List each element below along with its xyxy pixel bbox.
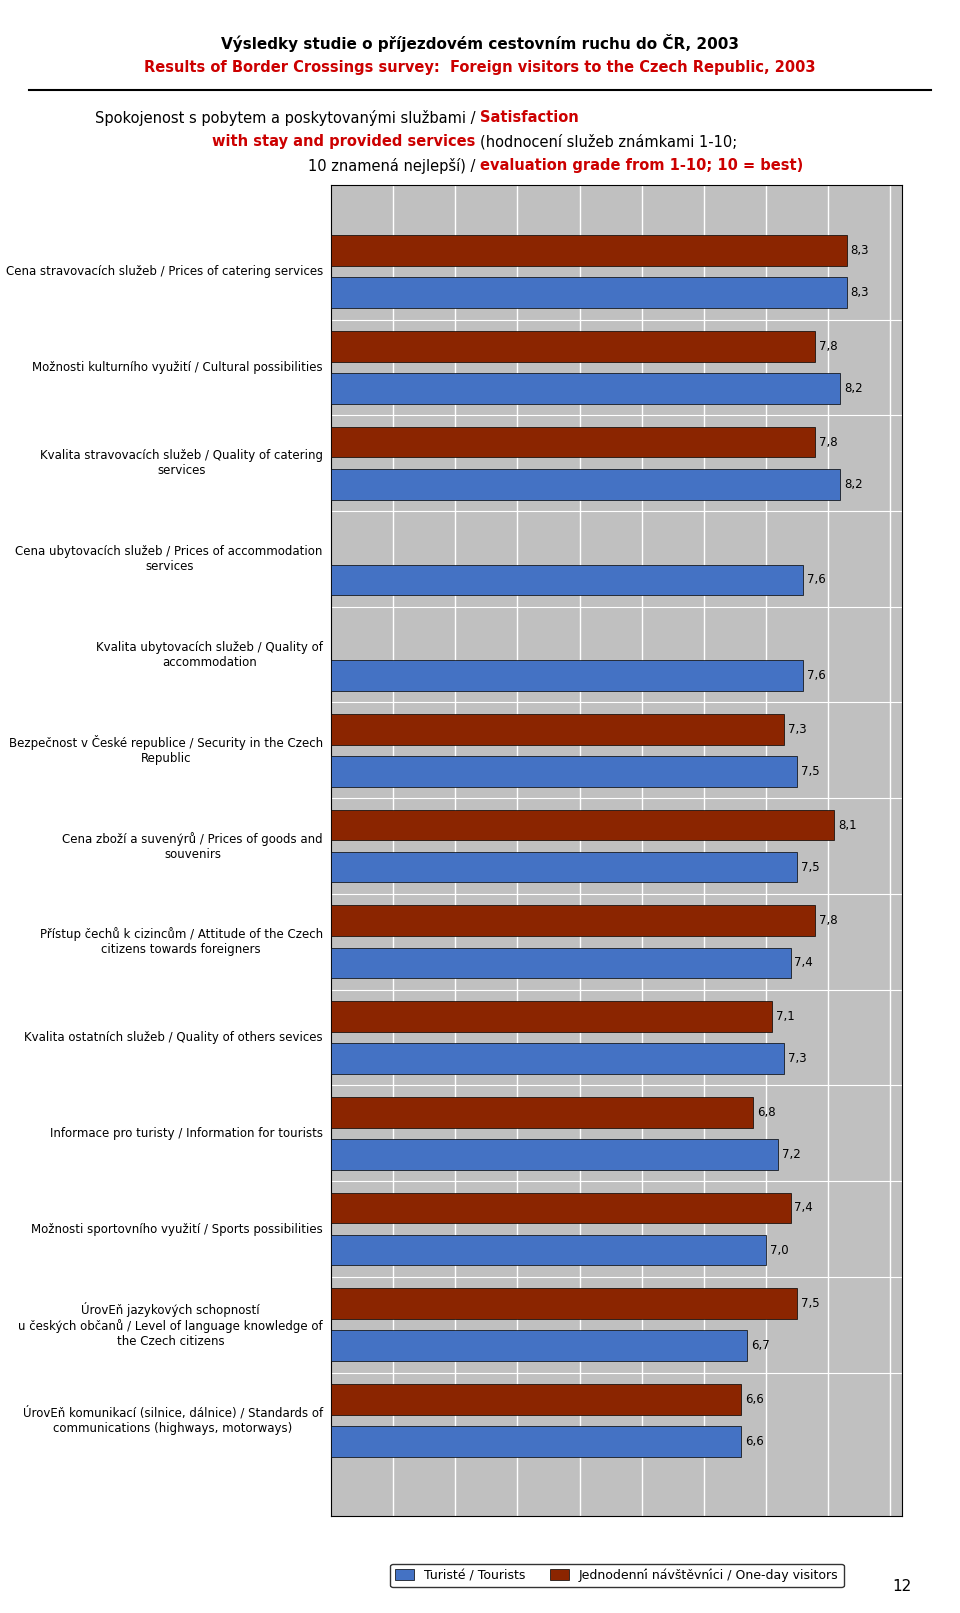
Text: 7,1: 7,1 xyxy=(776,1010,795,1023)
Text: 8,1: 8,1 xyxy=(838,818,856,832)
Text: 6,6: 6,6 xyxy=(745,1394,763,1407)
Text: Výsledky studie o příjezdovém cestovním ruchu do ČR, 2003: Výsledky studie o příjezdovém cestovním … xyxy=(221,34,739,52)
Bar xyxy=(331,427,815,458)
Bar xyxy=(331,1044,784,1074)
Legend: Turisté / Tourists, Jednodenní návštěvníci / One-day visitors: Turisté / Tourists, Jednodenní návště… xyxy=(390,1563,844,1587)
Bar xyxy=(331,1192,791,1223)
Text: 7,4: 7,4 xyxy=(794,957,813,969)
Bar xyxy=(331,1426,741,1457)
Bar xyxy=(331,469,840,500)
Text: 7,8: 7,8 xyxy=(819,340,838,353)
Bar xyxy=(331,660,804,690)
Bar xyxy=(331,565,804,595)
Text: Satisfaction: Satisfaction xyxy=(480,110,579,124)
Text: 6,6: 6,6 xyxy=(745,1436,763,1448)
Text: 7,8: 7,8 xyxy=(819,436,838,448)
Bar xyxy=(331,947,791,977)
Bar xyxy=(331,235,847,266)
Text: 7,8: 7,8 xyxy=(819,915,838,927)
Bar xyxy=(331,905,815,936)
Text: Spokojenost s pobytem a poskytovanými službami /: Spokojenost s pobytem a poskytovanými sl… xyxy=(95,110,480,126)
Text: 7,5: 7,5 xyxy=(801,765,819,777)
Text: (hodnocení služeb známkami 1-10;: (hodnocení služeb známkami 1-10; xyxy=(480,134,737,150)
Text: 7,0: 7,0 xyxy=(770,1244,788,1257)
Bar xyxy=(331,331,815,361)
Text: 7,6: 7,6 xyxy=(806,574,826,587)
Bar xyxy=(331,715,784,745)
Text: 6,8: 6,8 xyxy=(757,1107,776,1119)
Bar xyxy=(331,1097,754,1127)
Text: 8,2: 8,2 xyxy=(844,382,863,395)
Text: 7,5: 7,5 xyxy=(801,861,819,874)
Text: Results of Border Crossings survey:  Foreign visitors to the Czech Republic, 200: Results of Border Crossings survey: Fore… xyxy=(144,60,816,74)
Bar xyxy=(331,1139,779,1169)
Bar xyxy=(331,810,834,840)
Bar xyxy=(331,1384,741,1415)
Text: 8,3: 8,3 xyxy=(851,286,869,300)
Text: 7,2: 7,2 xyxy=(782,1148,801,1161)
Text: 7,3: 7,3 xyxy=(788,1052,806,1065)
Text: 7,5: 7,5 xyxy=(801,1297,819,1310)
Bar xyxy=(331,277,847,308)
Text: 7,4: 7,4 xyxy=(794,1202,813,1215)
Text: with stay and provided services: with stay and provided services xyxy=(211,134,480,148)
Text: 6,7: 6,7 xyxy=(751,1339,770,1352)
Bar xyxy=(331,373,840,403)
Text: 7,3: 7,3 xyxy=(788,723,806,736)
Text: 8,2: 8,2 xyxy=(844,477,863,490)
Text: 10 znamená nejlepší) /: 10 znamená nejlepší) / xyxy=(308,158,480,174)
Bar xyxy=(331,1236,766,1265)
Bar xyxy=(331,756,797,787)
Bar xyxy=(331,1289,797,1319)
Bar xyxy=(331,1002,772,1032)
Bar xyxy=(331,1331,747,1361)
Text: 8,3: 8,3 xyxy=(851,244,869,256)
Text: 12: 12 xyxy=(893,1579,912,1594)
Bar xyxy=(331,852,797,882)
Text: 7,6: 7,6 xyxy=(806,669,826,682)
Text: evaluation grade from 1-10; 10 = best): evaluation grade from 1-10; 10 = best) xyxy=(480,158,804,173)
